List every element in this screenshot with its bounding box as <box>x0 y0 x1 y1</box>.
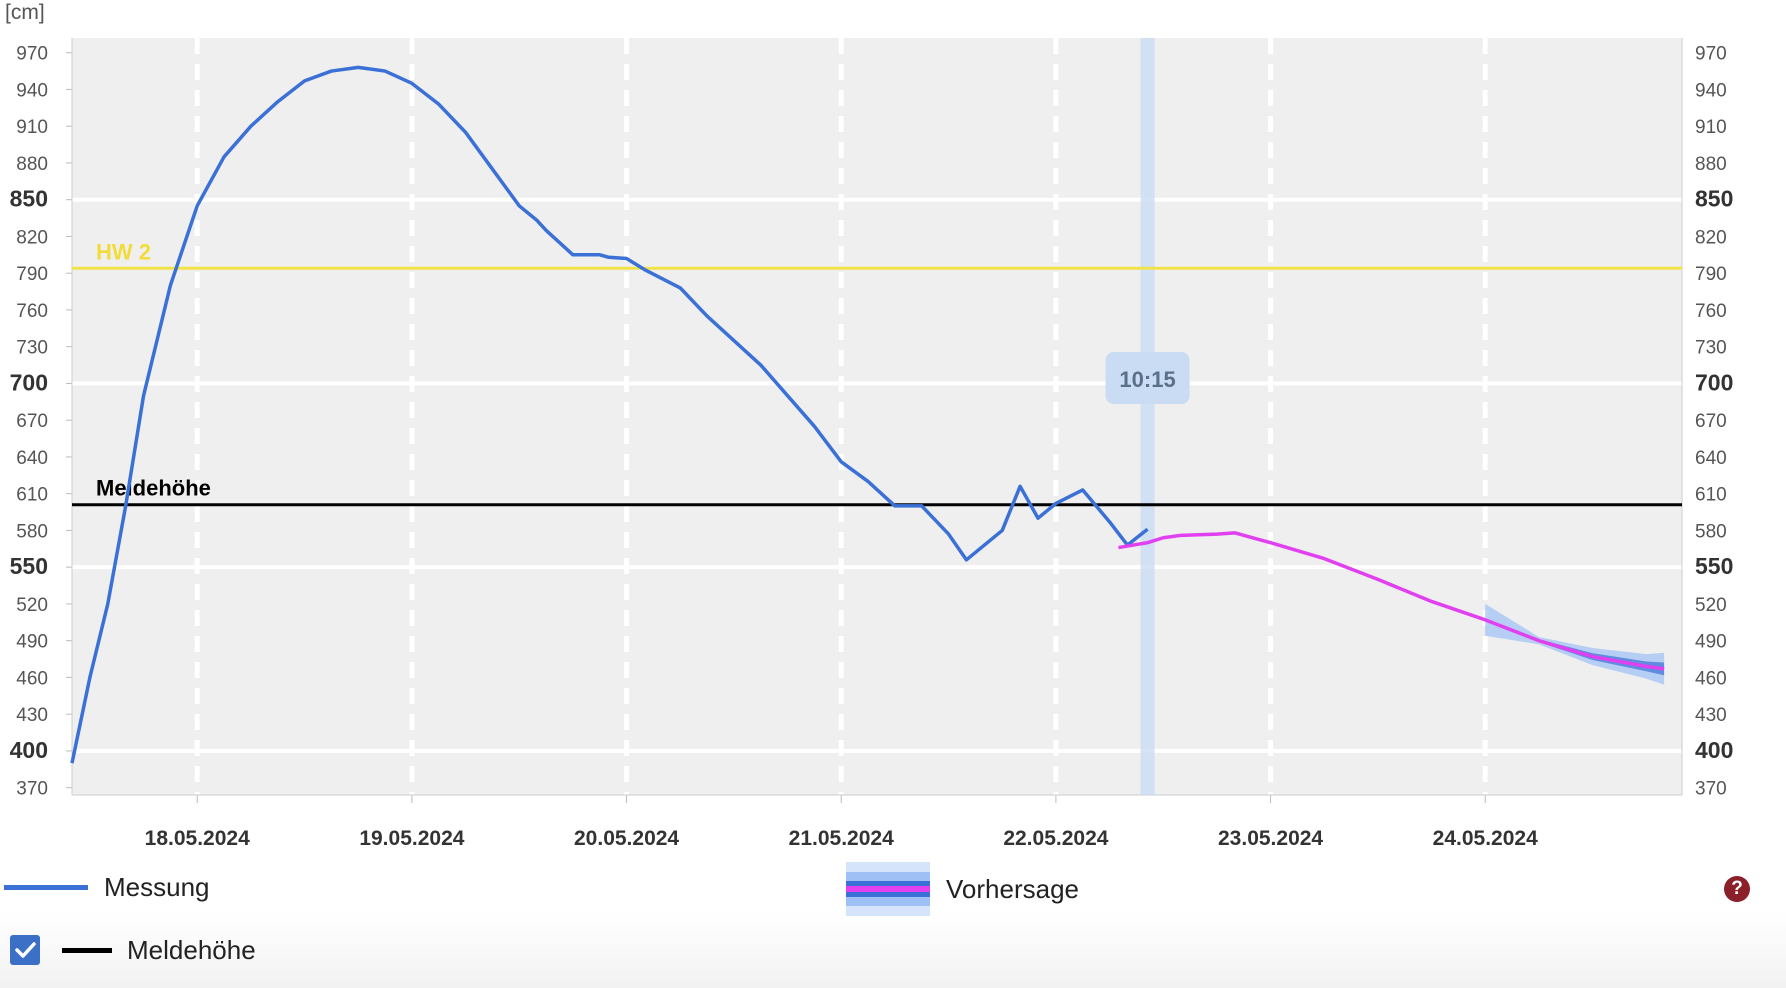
x-tick-label: 21.05.2024 <box>789 827 894 850</box>
y-axis-unit-label: [cm] <box>5 1 45 24</box>
grid-lines <box>66 38 1683 803</box>
legend-item-meldehoehe[interactable]: Meldehöhe <box>62 935 256 966</box>
forecast-line <box>1118 531 1665 671</box>
now-marker <box>1140 38 1155 795</box>
water-level-chart: [cm] HW 2 Meldehöhe 370 370 400 400 430 430 460… <box>5 1 1734 850</box>
y-tick-label-right: 940 <box>1695 80 1727 101</box>
y-tick-label-right: 670 <box>1695 411 1727 432</box>
legend-label-measurement: Messung <box>104 872 210 902</box>
x-tick-label: 20.05.2024 <box>574 827 679 850</box>
y-tick-label-right: 910 <box>1695 117 1727 138</box>
y-tick-label-left: 700 <box>10 369 48 395</box>
meldehoehe-checkbox[interactable] <box>10 935 40 965</box>
x-tick-label: 18.05.2024 <box>145 827 250 850</box>
y-tick-label-right: 460 <box>1695 668 1727 689</box>
y-axis-ticks: 370 370 400 400 430 430 460 460 490 490 520 520 550 5… <box>10 44 1734 800</box>
x-tick-label: 19.05.2024 <box>359 827 464 850</box>
y-tick-label-right: 850 <box>1695 186 1733 212</box>
y-tick-label-left: 820 <box>16 227 48 248</box>
x-axis-ticks: 18.05.2024 19.05.2024 20.05.2024 21.05.2024… <box>145 827 1538 850</box>
y-tick-label-right: 970 <box>1695 44 1727 65</box>
y-tick-label-left: 730 <box>16 338 48 359</box>
y-tick-label-left: 400 <box>10 737 48 763</box>
y-tick-label-left: 880 <box>16 154 48 175</box>
y-tick-label-right: 700 <box>1695 369 1733 395</box>
y-tick-label-right: 640 <box>1695 448 1727 469</box>
y-tick-label-left: 760 <box>16 301 48 322</box>
y-tick-label-left: 850 <box>10 186 48 212</box>
legend-footer-background <box>0 912 1786 988</box>
y-tick-label-left: 910 <box>16 117 48 138</box>
y-tick-label-right: 520 <box>1695 595 1727 616</box>
y-tick-label-right: 580 <box>1695 521 1727 542</box>
y-tick-label-left: 550 <box>10 553 48 579</box>
y-tick-label-left: 430 <box>16 705 48 726</box>
y-tick-label-left: 640 <box>16 448 48 469</box>
plot-area <box>72 38 1682 795</box>
checkmark-icon <box>15 942 36 958</box>
y-tick-label-right: 790 <box>1695 264 1727 285</box>
y-tick-label-right: 490 <box>1695 632 1727 653</box>
series-lines <box>70 65 1665 764</box>
legend-item-forecast[interactable]: Vorhersage <box>846 862 1079 916</box>
y-tick-label-right: 370 <box>1695 779 1727 800</box>
x-tick-label: 22.05.2024 <box>1003 827 1108 850</box>
y-tick-label-right: 880 <box>1695 154 1727 175</box>
y-tick-label-right: 730 <box>1695 338 1727 359</box>
meldehoehe-threshold-label: Meldehöhe <box>96 476 211 501</box>
x-tick-label: 23.05.2024 <box>1218 827 1323 850</box>
y-tick-label-left: 670 <box>16 411 48 432</box>
threshold-lines: HW 2 Meldehöhe <box>72 239 1682 507</box>
measurement-line <box>70 65 1149 764</box>
help-icon[interactable]: ? <box>1724 876 1750 902</box>
y-tick-label-left: 520 <box>16 595 48 616</box>
y-tick-label-left: 490 <box>16 632 48 653</box>
y-tick-label-left: 370 <box>16 779 48 800</box>
legend-label-forecast: Vorhersage <box>946 873 1079 904</box>
y-tick-label-right: 550 <box>1695 553 1733 579</box>
y-tick-label-right: 400 <box>1695 737 1733 763</box>
y-tick-label-left: 790 <box>16 264 48 285</box>
y-tick-label-left: 940 <box>16 80 48 101</box>
y-tick-label-right: 610 <box>1695 485 1727 506</box>
legend-label-meldehoehe: Meldehöhe <box>127 935 256 965</box>
y-tick-label-left: 580 <box>16 521 48 542</box>
now-label-box <box>1105 352 1190 404</box>
y-tick-label-right: 760 <box>1695 301 1727 322</box>
y-tick-label-right: 820 <box>1695 227 1727 248</box>
legend-item-measurement[interactable]: Messung <box>4 872 210 903</box>
now-label-group: 10:15 <box>1105 352 1190 404</box>
meldehoehe-swatch <box>62 948 112 953</box>
y-tick-label-left: 610 <box>16 485 48 506</box>
measurement-swatch <box>4 885 88 890</box>
y-tick-label-right: 430 <box>1695 705 1727 726</box>
y-tick-label-left: 970 <box>16 44 48 65</box>
hw2-threshold-label: HW 2 <box>96 239 151 264</box>
now-label: 10:15 <box>1119 367 1175 392</box>
x-tick-label: 24.05.2024 <box>1433 827 1538 850</box>
now-band <box>1140 38 1155 795</box>
y-tick-label-left: 460 <box>16 668 48 689</box>
forecast-swatch <box>846 862 930 916</box>
